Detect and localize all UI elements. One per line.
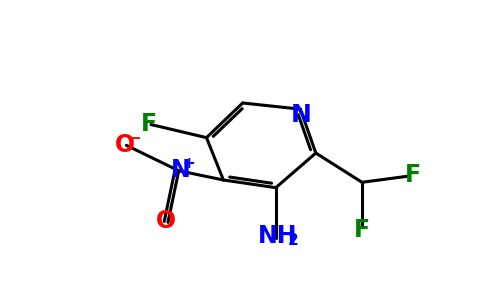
- Text: F: F: [354, 218, 370, 242]
- Text: −: −: [128, 131, 141, 146]
- Text: F: F: [141, 112, 157, 136]
- Text: 2: 2: [287, 233, 298, 248]
- Text: +: +: [182, 155, 195, 170]
- Text: NH: NH: [257, 224, 297, 248]
- Text: O: O: [115, 133, 135, 157]
- Text: N: N: [291, 103, 312, 127]
- Text: O: O: [156, 209, 177, 233]
- Text: F: F: [405, 163, 421, 187]
- Text: N: N: [170, 158, 190, 182]
